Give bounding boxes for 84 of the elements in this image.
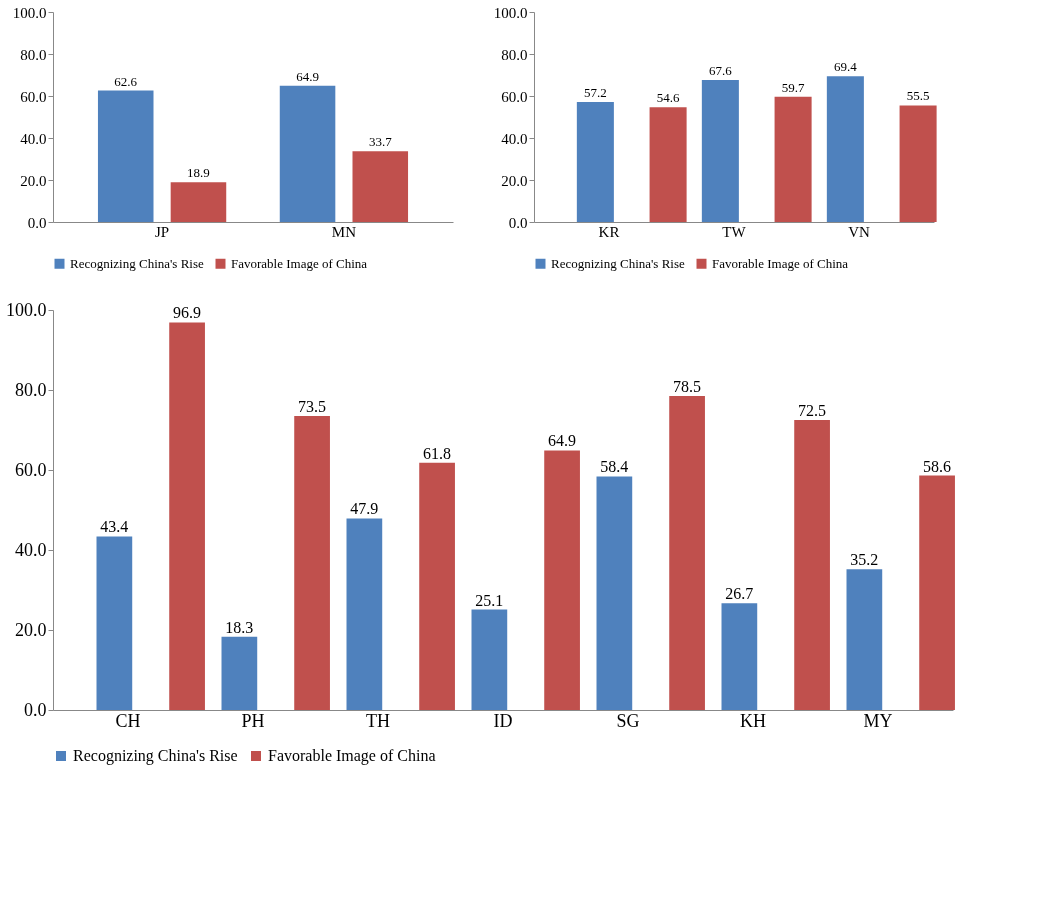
bar: [669, 396, 705, 710]
bar: [97, 90, 154, 222]
y-tick-label: 80.0: [501, 46, 528, 63]
data-label: 57.2: [583, 84, 607, 100]
data-label: 69.4: [833, 59, 858, 75]
y-tick-label: 40.0: [20, 130, 47, 147]
x-tick-label: VN: [848, 223, 870, 240]
x-tick-label: TW: [722, 223, 747, 240]
legend-label: Favorable Image of China: [268, 747, 436, 765]
x-tick-label: MN: [331, 223, 357, 240]
y-tick-label: 0.0: [508, 214, 528, 231]
y-tick-label: 60.0: [501, 88, 528, 105]
bar: [169, 322, 205, 710]
x-tick-label: KH: [740, 710, 766, 731]
x-tick-label: ID: [493, 710, 513, 731]
data-label: 61.8: [423, 444, 452, 462]
y-tick-label: 20.0: [20, 172, 47, 189]
bar: [649, 107, 687, 222]
bar: [352, 151, 409, 222]
legend-label: Recognizing China's Rise: [551, 255, 685, 271]
data-label: 64.9: [548, 432, 577, 450]
data-label: 54.6: [656, 90, 680, 106]
bar: [846, 569, 883, 710]
data-label: 26.7: [725, 585, 754, 603]
y-tick-label: 100.0: [493, 4, 528, 21]
bar: [596, 476, 633, 710]
y-tick-label: 80.0: [15, 379, 47, 400]
bar: [544, 450, 580, 710]
bar: [899, 105, 937, 222]
y-tick-label: 60.0: [20, 88, 47, 105]
legend-label: Favorable Image of China: [712, 255, 849, 271]
bar: [221, 636, 258, 710]
x-tick-label: PH: [241, 710, 265, 731]
y-tick-label: 40.0: [501, 130, 528, 147]
data-label: 35.2: [850, 551, 879, 569]
data-label: 33.7: [368, 134, 393, 150]
data-label: 72.5: [798, 402, 827, 419]
data-label: 67.6: [708, 63, 733, 79]
bar: [721, 603, 758, 710]
data-label: 47.9: [350, 500, 379, 518]
data-label: 18.3: [225, 618, 254, 636]
data-label: 64.9: [296, 68, 319, 84]
y-tick-label: 40.0: [15, 539, 47, 560]
y-tick-label: 100.0: [12, 4, 47, 21]
legend-label: Recognizing China's Rise: [70, 255, 204, 271]
y-tick-label: 60.0: [15, 459, 47, 480]
data-label: 58.4: [600, 458, 629, 476]
data-label: 96.9: [173, 304, 202, 322]
bar: [774, 96, 812, 222]
data-label: 73.5: [298, 398, 327, 415]
data-label: 25.1: [475, 591, 504, 609]
bar: [346, 518, 383, 710]
data-label: 18.9: [187, 165, 210, 181]
data-label: 55.5: [906, 88, 930, 104]
bar: [794, 420, 830, 710]
bar: [294, 416, 330, 710]
data-label: 43.4: [100, 518, 129, 536]
bar: [576, 101, 614, 222]
y-tick-label: 0.0: [27, 214, 47, 231]
y-tick-label: 0.0: [24, 699, 47, 720]
legend-label: Favorable Image of China: [231, 255, 368, 271]
bar: [419, 462, 455, 710]
bar: [471, 609, 508, 710]
bar: [170, 182, 227, 222]
y-tick-label: 20.0: [501, 172, 528, 189]
bar: [826, 76, 864, 222]
x-tick-label: JP: [155, 223, 170, 240]
x-tick-label: KR: [598, 223, 620, 240]
y-tick-label: 80.0: [20, 46, 47, 63]
x-tick-label: TH: [366, 710, 390, 731]
bar: [96, 536, 133, 710]
y-tick-label: 100.0: [6, 299, 47, 320]
data-label: 62.6: [114, 73, 138, 89]
bar: [279, 85, 336, 222]
x-tick-label: MY: [863, 710, 893, 731]
bar: [701, 80, 739, 222]
legend-label: Recognizing China's Rise: [73, 747, 238, 765]
bar: [919, 475, 955, 710]
data-label: 78.5: [673, 378, 702, 395]
data-label: 58.6: [923, 457, 952, 475]
y-tick-label: 20.0: [15, 619, 47, 640]
x-tick-label: SG: [616, 710, 640, 731]
data-label: 59.7: [781, 79, 805, 95]
x-tick-label: CH: [115, 710, 141, 731]
